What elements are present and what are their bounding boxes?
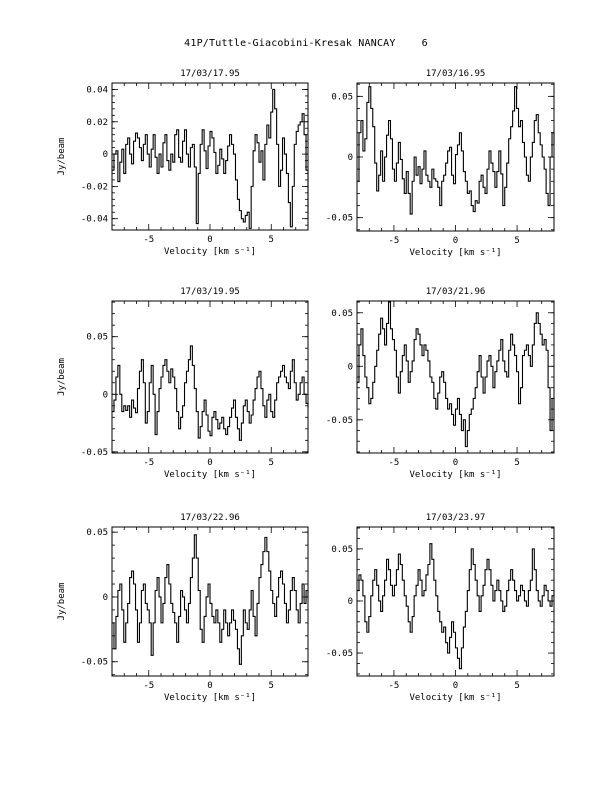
x-tick-label: -5	[389, 236, 400, 246]
spectrum-panel: -5 0 5 -0.05 0 0.05 17/03/23.97 Velocity [km s⁻…	[326, 513, 555, 703]
y-axis-label: Jy/beam	[57, 138, 67, 176]
x-axis-label: Velocity [km s⁻¹]	[164, 470, 256, 480]
x-tick-label: 0	[207, 458, 212, 468]
y-tick-label: -0.05	[326, 649, 353, 659]
y-tick-label: 0	[348, 597, 353, 607]
spectrum-panel: -5 0 5 -0.05 0 0.05 17/03/21.96 Velocity [km s⁻…	[326, 287, 555, 480]
x-tick-label: 5	[269, 458, 274, 468]
x-tick-label: -5	[143, 681, 154, 691]
y-tick-label: 0	[103, 150, 108, 160]
spectrum-line	[357, 86, 555, 215]
x-axis-label: Velocity [km s⁻¹]	[164, 693, 256, 703]
x-axis-label: Velocity [km s⁻¹]	[409, 693, 501, 703]
y-tick-label: -0.02	[81, 182, 108, 192]
x-axis-label: Velocity [km s⁻¹]	[164, 247, 256, 257]
x-tick-label: 0	[453, 681, 458, 691]
spectrum-line	[112, 534, 309, 665]
y-tick-label: -0.05	[326, 416, 353, 426]
x-tick-label: 0	[207, 235, 212, 245]
x-tick-label: -5	[389, 681, 400, 691]
x-tick-label: -5	[143, 458, 154, 468]
spectrum-line	[112, 88, 309, 229]
y-tick-label: 0	[348, 362, 353, 372]
x-tick-label: 5	[514, 236, 519, 246]
x-tick-label: 0	[207, 681, 212, 691]
y-tick-label: -0.05	[81, 658, 108, 668]
page-title-text: 41P/Tuttle-Giacobini-Kresak NANCAY	[184, 38, 396, 49]
x-tick-label: 0	[453, 458, 458, 468]
y-tick-label: -0.05	[326, 214, 353, 224]
x-axis-label: Velocity [km s⁻¹]	[409, 470, 501, 480]
y-tick-label: 0.05	[86, 333, 108, 343]
y-tick-label: 0.05	[331, 309, 353, 319]
y-tick-label: 0	[103, 593, 108, 603]
page-number: 6	[421, 38, 428, 49]
spectrum-panel: -5 0 5 -0.04 -0.02 0 0.02 0.04 17/03/17.95 Veloci…	[57, 69, 309, 257]
panel-title: 17/03/23.97	[426, 513, 486, 523]
y-tick-label: -0.05	[81, 448, 108, 458]
x-tick-label: 0	[453, 236, 458, 246]
x-tick-label: 5	[514, 681, 519, 691]
x-tick-label: 5	[269, 681, 274, 691]
x-tick-label: -5	[389, 458, 400, 468]
x-tick-label: 5	[514, 458, 519, 468]
panel-title: 17/03/22.96	[180, 513, 240, 523]
y-tick-label: 0.02	[86, 118, 108, 128]
y-tick-label: 0.04	[86, 85, 108, 95]
y-tick-label: 0	[103, 390, 108, 400]
panel-title: 17/03/21.96	[426, 287, 486, 297]
y-tick-label: 0.05	[331, 92, 353, 102]
panel-title: 17/03/19.95	[180, 287, 240, 297]
spectrum-line	[357, 301, 555, 448]
panel-title: 17/03/16.95	[426, 69, 486, 79]
spectrum-line	[357, 543, 555, 670]
x-tick-label: 5	[269, 235, 274, 245]
y-tick-label: -0.04	[81, 215, 108, 225]
spectrum-panel: -5 0 5 -0.05 0 0.05 17/03/22.96 Velocity [km s⁻…	[57, 513, 309, 703]
y-tick-label: 0.05	[86, 528, 108, 538]
page-title: 41P/Tuttle-Giacobini-Kresak NANCAY 6	[0, 38, 612, 49]
spectrum-line	[112, 345, 309, 441]
panel-title: 17/03/17.95	[180, 69, 240, 79]
x-axis-label: Velocity [km s⁻¹]	[409, 248, 501, 258]
y-tick-label: 0.05	[331, 545, 353, 555]
x-tick-label: -5	[143, 235, 154, 245]
spectrum-panel: -5 0 5 -0.05 0 0.05 17/03/19.95 Velocity [km s⁻…	[57, 287, 309, 480]
y-axis-label: Jy/beam	[57, 358, 67, 396]
y-tick-label: 0	[348, 153, 353, 163]
y-axis-label: Jy/beam	[57, 583, 67, 621]
spectrum-panel: -5 0 5 -0.05 0 0.05 17/03/16.95 Velocity [km s⁻…	[326, 69, 555, 258]
